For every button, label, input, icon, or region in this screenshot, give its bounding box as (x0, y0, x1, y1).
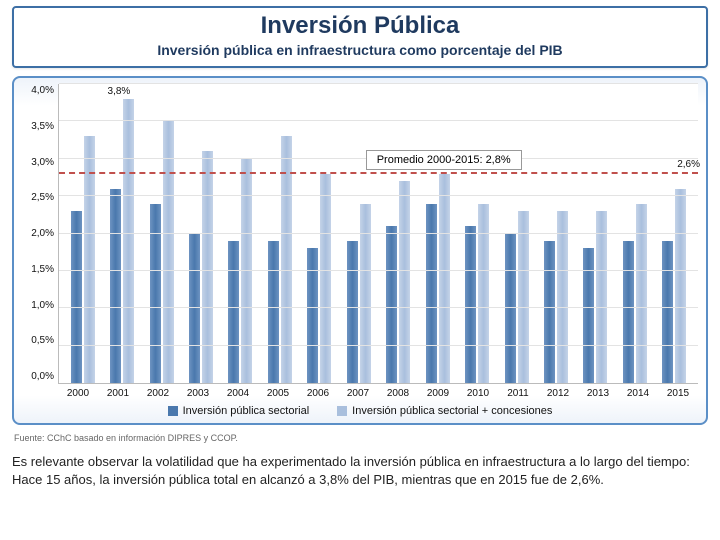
bar-conces (123, 99, 134, 383)
chart-card: 4,0% 3,5% 3,0% 2,5% 2,0% 1,5% 1,0% 0,5% 0,0% Pro… (12, 76, 708, 425)
x-tick: 2012 (538, 388, 578, 399)
bar-conces (557, 211, 568, 383)
legend-item-conces: Inversión pública sectorial + concesione… (337, 405, 552, 417)
bar-sectorial (268, 241, 279, 383)
bar-sectorial (228, 241, 239, 383)
bar-sectorial (662, 241, 673, 383)
x-tick: 2009 (418, 388, 458, 399)
plot-wrap: 4,0% 3,5% 3,0% 2,5% 2,0% 1,5% 1,0% 0,5% 0,0% Pro… (22, 84, 698, 384)
bar-sectorial (307, 248, 318, 383)
bars-container (59, 84, 698, 383)
legend-label-1: Inversión pública sectorial (183, 405, 310, 417)
bar-sectorial (347, 241, 358, 383)
year-group (655, 84, 694, 383)
x-tick: 2011 (498, 388, 538, 399)
bar-conces (518, 211, 529, 383)
bar-conces (478, 204, 489, 383)
x-tick: 2003 (178, 388, 218, 399)
grid-line (59, 345, 698, 346)
grid-line (59, 195, 698, 196)
average-label: Promedio 2000-2015: 2,8% (366, 150, 522, 170)
grid-line (59, 270, 698, 271)
page-title: Inversión Pública (14, 12, 706, 40)
grid-line (59, 307, 698, 308)
bar-conces (439, 174, 450, 383)
x-tick: 2006 (298, 388, 338, 399)
y-axis: 4,0% 3,5% 3,0% 2,5% 2,0% 1,5% 1,0% 0,5% 0,0% (22, 84, 58, 384)
bar-conces (360, 204, 371, 383)
bar-conces (399, 181, 410, 383)
plot-area: Promedio 2000-2015: 2,8% 2,6% 3,8% (58, 84, 698, 384)
y-tick: 2,0% (31, 229, 54, 239)
source-text: Fuente: CChC basado en información DIPRE… (14, 433, 708, 443)
year-group (260, 84, 299, 383)
average-line (59, 172, 698, 174)
bar-conces (636, 204, 647, 383)
grid-line (59, 83, 698, 84)
bar-sectorial (583, 248, 594, 383)
y-tick: 2,5% (31, 193, 54, 203)
year-group (339, 84, 378, 383)
swatch-dark (168, 406, 178, 416)
year-group (457, 84, 496, 383)
bar-conces (320, 174, 331, 383)
year-group (418, 84, 457, 383)
year-group (536, 84, 575, 383)
year-group (221, 84, 260, 383)
y-tick: 4,0% (31, 86, 54, 96)
year-group (379, 84, 418, 383)
bar-sectorial (544, 241, 555, 383)
legend: Inversión pública sectorial Inversión pú… (22, 399, 698, 419)
x-tick: 2000 (58, 388, 98, 399)
bar-sectorial (386, 226, 397, 383)
x-axis: 2000200120022003200420052006200720082009… (58, 384, 698, 399)
x-tick: 2001 (98, 388, 138, 399)
legend-item-sectorial: Inversión pública sectorial (168, 405, 310, 417)
year-group (142, 84, 181, 383)
bar-sectorial (71, 211, 82, 383)
x-tick: 2004 (218, 388, 258, 399)
bar-sectorial (505, 234, 516, 384)
peak-label: 3,8% (108, 86, 131, 97)
year-group (497, 84, 536, 383)
bar-sectorial (623, 241, 634, 383)
y-tick: 1,5% (31, 265, 54, 275)
year-group (102, 84, 141, 383)
x-tick: 2015 (658, 388, 698, 399)
header-panel: Inversión Pública Inversión pública en i… (12, 6, 708, 68)
grid-line (59, 120, 698, 121)
year-group (63, 84, 102, 383)
year-group (615, 84, 654, 383)
x-tick: 2005 (258, 388, 298, 399)
bar-sectorial (110, 189, 121, 383)
year-group (576, 84, 615, 383)
swatch-light (337, 406, 347, 416)
bar-conces (596, 211, 607, 383)
bar-conces (675, 189, 686, 383)
x-tick: 2014 (618, 388, 658, 399)
body-text: Es relevante observar la volatilidad que… (12, 453, 708, 488)
end-label: 2,6% (677, 159, 700, 170)
bar-sectorial (189, 234, 200, 384)
x-tick: 2002 (138, 388, 178, 399)
y-tick: 0,0% (31, 372, 54, 382)
bar-sectorial (426, 204, 437, 383)
year-group (300, 84, 339, 383)
bar-sectorial (465, 226, 476, 383)
x-tick: 2008 (378, 388, 418, 399)
x-tick: 2013 (578, 388, 618, 399)
x-tick: 2007 (338, 388, 378, 399)
y-tick: 3,5% (31, 122, 54, 132)
y-tick: 1,0% (31, 301, 54, 311)
y-tick: 3,0% (31, 158, 54, 168)
bar-conces (241, 159, 252, 383)
page-subtitle: Inversión pública en infraestructura com… (14, 42, 706, 58)
legend-label-2: Inversión pública sectorial + concesione… (352, 405, 552, 417)
x-tick: 2010 (458, 388, 498, 399)
grid-line (59, 233, 698, 234)
year-group (181, 84, 220, 383)
bar-conces (202, 151, 213, 383)
bar-sectorial (150, 204, 161, 383)
y-tick: 0,5% (31, 336, 54, 346)
